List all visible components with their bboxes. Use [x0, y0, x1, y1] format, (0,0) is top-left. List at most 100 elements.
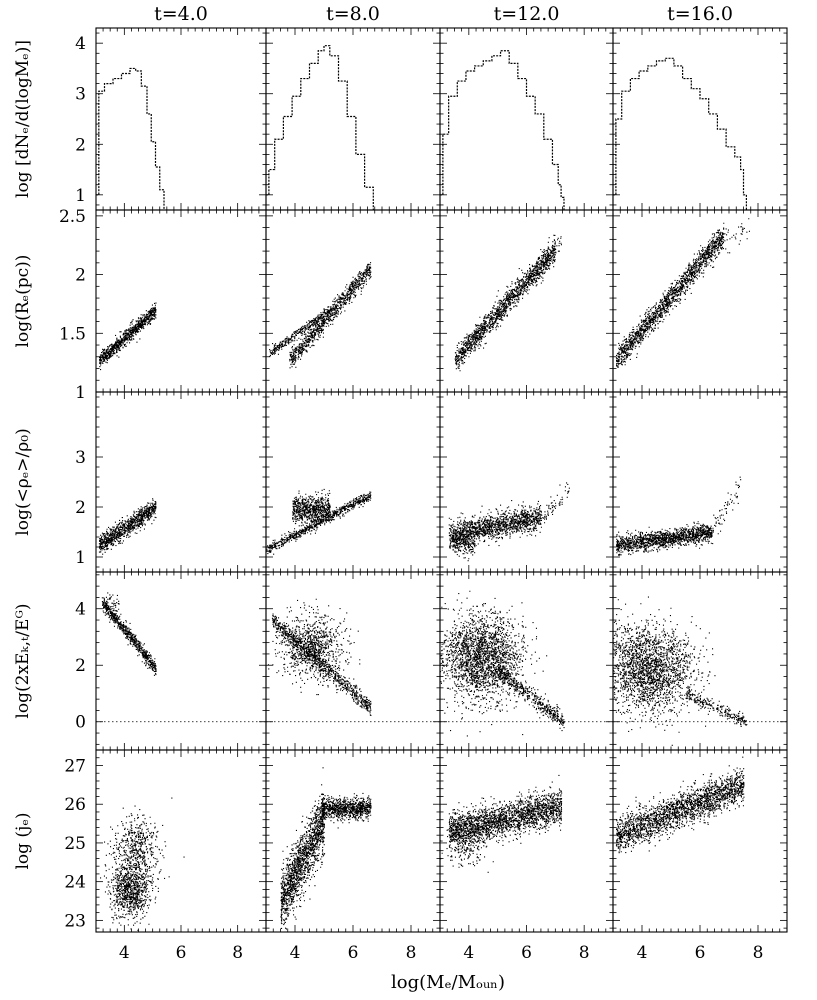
panel-data [615, 218, 750, 368]
scatter-points [454, 234, 562, 372]
panel-data [454, 234, 562, 372]
x-tick-label: 6 [695, 943, 706, 963]
x-tick-label: 4 [463, 943, 474, 963]
scatter-points [616, 476, 742, 556]
x-tick-label: 4 [119, 943, 130, 963]
column-titles: t=4.0 t=8.0 t=12.0 t=16.0 [154, 3, 733, 25]
series-line [440, 50, 565, 210]
panel-data [99, 302, 157, 371]
panel-data [100, 797, 185, 931]
panel-r0-c3 [612, 27, 788, 211]
series-line [96, 67, 165, 210]
y-tick-label: 2 [75, 656, 86, 676]
panel-frame [95, 209, 267, 393]
x-axis-label: log(Mₑ/Mₒᵤₙ) [391, 972, 505, 993]
panel-frame [95, 27, 267, 211]
x-tick-label: 4 [290, 943, 301, 963]
x-tick-label: 8 [406, 943, 417, 963]
panel-frame [265, 391, 441, 573]
panel-data [440, 50, 565, 210]
panel-r0-c1 [265, 27, 441, 211]
panel-data [96, 67, 165, 210]
y-tick-label: 24 [64, 873, 86, 893]
panel-data [101, 592, 157, 676]
y-tick-label: 1.5 [59, 324, 86, 344]
panel-data [615, 756, 745, 854]
panel-r2-c2 [439, 391, 614, 573]
row-ylabel: log(Rₑ(pc)) [13, 255, 33, 348]
panel-frame [612, 27, 788, 211]
scatter-points [440, 774, 563, 873]
column-title: t=4.0 [154, 3, 208, 25]
panel-r3-c2 [439, 571, 614, 751]
column-title: t=12.0 [494, 3, 560, 25]
y-tick-label: 2.5 [59, 207, 86, 227]
scatter-points [100, 797, 185, 931]
panel-data [613, 57, 747, 210]
panel-frame [265, 749, 441, 933]
x-tick-labels: 4 6 8 4 6 8 4 6 8 4 6 8 [119, 943, 763, 963]
panel-r2-c3 [612, 391, 788, 573]
x-tick-label: 4 [637, 943, 648, 963]
y-tick-label: 4 [75, 34, 86, 54]
y-tick-label: 3 [75, 85, 86, 105]
panel-frame [439, 27, 614, 211]
x-tick-label: 8 [232, 943, 243, 963]
y-tick-label: 1 [75, 186, 86, 206]
scatter-points [615, 218, 750, 368]
y-tick-label: 23 [64, 911, 86, 931]
panel-data [267, 598, 372, 716]
panel-frame [612, 209, 788, 393]
scatter-points [98, 498, 157, 555]
panel-frame [439, 209, 614, 393]
row-ylabel: log [dNₑ/d(logMₑ)] [13, 40, 33, 198]
panel-frame [439, 571, 614, 751]
panel-r0-c0: 1 2 3 4 [75, 27, 267, 211]
scatter-points [269, 262, 372, 369]
y-tick-label: 1 [75, 548, 86, 568]
scatter-points [613, 596, 748, 746]
row-ylabel: log (jₑ) [13, 812, 33, 869]
panel-r2-c0: 1 2 3 [75, 391, 267, 573]
y-tick-label: 26 [64, 795, 86, 815]
panel-r4-c2 [439, 749, 614, 933]
x-tick-label: 8 [753, 943, 764, 963]
series-line [266, 45, 374, 210]
column-title: t=16.0 [667, 3, 733, 25]
panel-data [98, 498, 157, 555]
column-title: t=8.0 [326, 3, 380, 25]
y-tick-label: 1 [75, 383, 86, 403]
scatter-points [448, 482, 570, 562]
scatter-points [267, 598, 372, 716]
y-tick-label: 4 [75, 600, 86, 620]
panel-data [616, 476, 742, 556]
panel-r4-c0: 23 24 25 26 27 [64, 749, 267, 933]
x-tick-label: 6 [521, 943, 532, 963]
y-tick-label: 25 [64, 834, 86, 854]
panel-frame [95, 571, 267, 751]
panel-r4-c3 [612, 749, 788, 933]
series-line [613, 57, 747, 210]
panel-r3-c3 [612, 571, 788, 751]
panel-frame [265, 571, 441, 751]
y-tick-label: 2 [75, 266, 86, 286]
scatter-points [615, 756, 745, 854]
scatter-points [99, 302, 157, 371]
panel-r2-c1 [265, 391, 441, 573]
row-ylabel: log(<ρₑ>/ρ₀) [13, 428, 33, 535]
panel-data [266, 45, 374, 210]
panel-frame [265, 209, 441, 393]
x-tick-label: 8 [579, 943, 590, 963]
panel-r1-c2 [439, 209, 614, 393]
scatter-points [266, 488, 372, 555]
panel-frame [95, 391, 267, 573]
panel-data [448, 482, 570, 562]
panel-data [613, 596, 748, 746]
panel-r1-c1 [265, 209, 441, 393]
x-tick-label: 6 [176, 943, 187, 963]
row-ylabel: log(2xEₖ,ₜ/Eᴳ) [13, 603, 33, 718]
panel-r4-c1 [265, 749, 441, 933]
y-tick-label: 2 [75, 135, 86, 155]
